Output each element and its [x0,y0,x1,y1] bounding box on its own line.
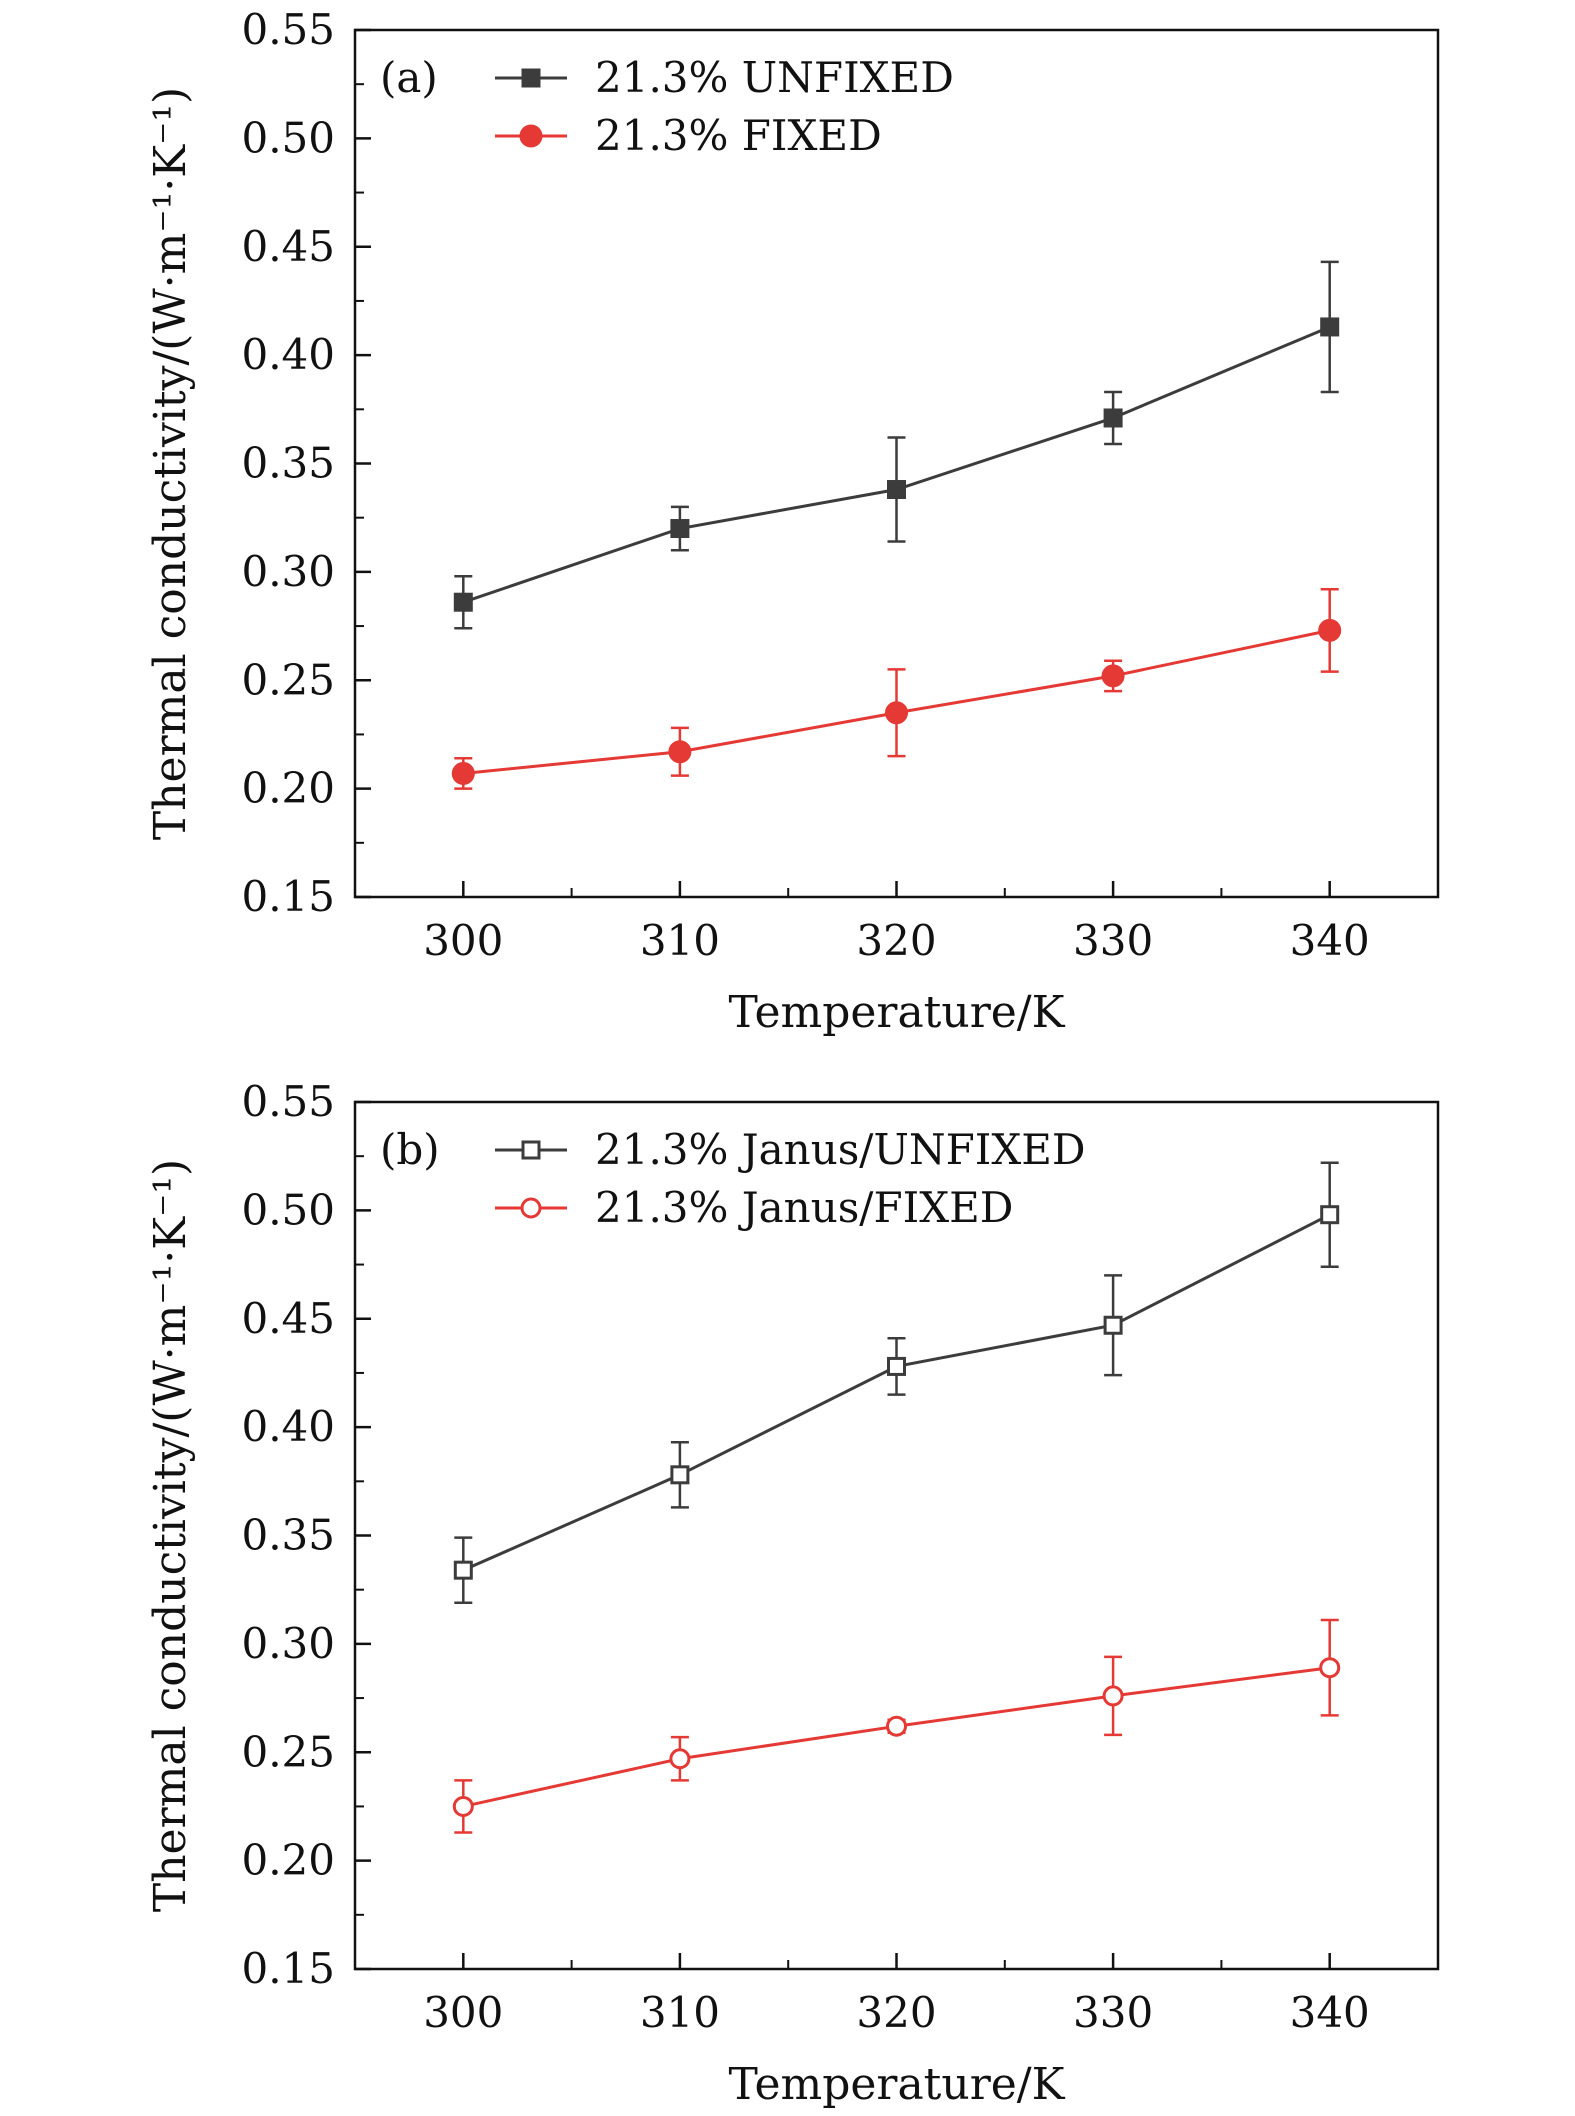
y-tick-label: 0.40 [241,1402,335,1451]
legend-label: 21.3% Janus/UNFIXED [595,1125,1086,1174]
x-tick-label: 300 [423,916,503,965]
legend-marker [521,1140,541,1160]
y-tick-label: 0.40 [241,330,335,379]
plot-frame [353,1100,1440,1971]
data-point [670,1465,690,1485]
y-tick-label: 0.50 [241,113,335,162]
legend-marker [520,1197,542,1219]
x-tick-label: 340 [1290,916,1370,965]
x-axis-title: Temperature/K [729,2059,1066,2110]
x-axis-title: Temperature/K [729,987,1066,1038]
x-tick-label: 310 [640,1988,720,2037]
x-tick-label: 330 [1073,916,1153,965]
y-tick-label: 0.30 [241,547,335,596]
y-tick-label: 0.25 [241,1727,335,1776]
legend-marker [521,68,541,88]
legend: 21.3% Janus/UNFIXED 21.3% Janus/FIXED [495,1125,1086,1232]
data-point [1320,1205,1340,1225]
series-0 [453,260,1340,630]
y-tick-label: 0.25 [241,655,335,704]
legend-label: 21.3% UNFIXED [595,53,954,102]
y-tick-label: 0.45 [241,1294,335,1343]
y-tick-label: 0.20 [241,764,335,813]
data-point [1318,618,1342,642]
data-point [887,1356,906,1376]
data-point [669,1748,691,1770]
series-line [462,1666,1330,1808]
panel-label: (b) [380,1125,440,1174]
series-1 [451,587,1342,790]
data-point [453,1560,473,1580]
legend-label: 21.3% FIXED [595,111,882,160]
y-tick-label: 0.45 [241,222,335,271]
data-point [1319,1657,1341,1679]
data-point [887,480,906,500]
data-point [885,701,908,725]
legend-marker [519,124,543,148]
data-point [886,1715,907,1737]
x-tick-label: 320 [856,1988,936,2037]
y-tick-label: 0.20 [241,1836,335,1885]
data-point [451,761,475,785]
y-tick-label: 0.55 [241,1077,335,1126]
x-tick-label: 320 [856,916,936,965]
x-tick-label: 310 [640,916,720,965]
data-point [1102,1685,1124,1707]
legend: 21.3% UNFIXED 21.3% FIXED [495,53,954,160]
y-tick-label: 0.55 [241,5,335,54]
legend-label: 21.3% Janus/FIXED [595,1183,1013,1232]
y-axis-title: Thermal conductivity/(W·m⁻¹·K⁻¹) [145,1159,196,1912]
data-point [668,740,692,764]
data-point [1320,317,1340,337]
data-point [670,519,690,539]
series-0 [453,1161,1340,1604]
y-tick-label: 0.50 [241,1185,335,1234]
y-tick-label: 0.15 [241,1944,335,1993]
data-point [453,592,473,612]
y-tick-label: 0.30 [241,1619,335,1668]
panel-label: (a) [380,53,438,102]
y-tick-label: 0.35 [241,1511,335,1560]
data-point [1103,408,1123,428]
x-tick-label: 300 [423,1988,503,2037]
x-tick-label: 330 [1073,1988,1153,2037]
data-point [452,1795,474,1817]
y-tick-label: 0.15 [241,872,335,921]
y-axis-title: Thermal conductivity/(W·m⁻¹·K⁻¹) [145,87,196,840]
data-point [1101,664,1125,688]
x-tick-label: 340 [1290,1988,1370,2037]
chart-panel-a: 0.15 0.20 0.25 0.30 0.35 0.40 0.45 0.50 0.55 300 3… [145,5,1440,1038]
chart-panel-b: 0.15 0.20 0.25 0.30 0.35 0.40 0.45 0.50 0.55 300 3… [145,1077,1440,2110]
series-1 [452,1618,1341,1834]
data-point [1103,1315,1123,1335]
y-tick-label: 0.35 [241,439,335,488]
